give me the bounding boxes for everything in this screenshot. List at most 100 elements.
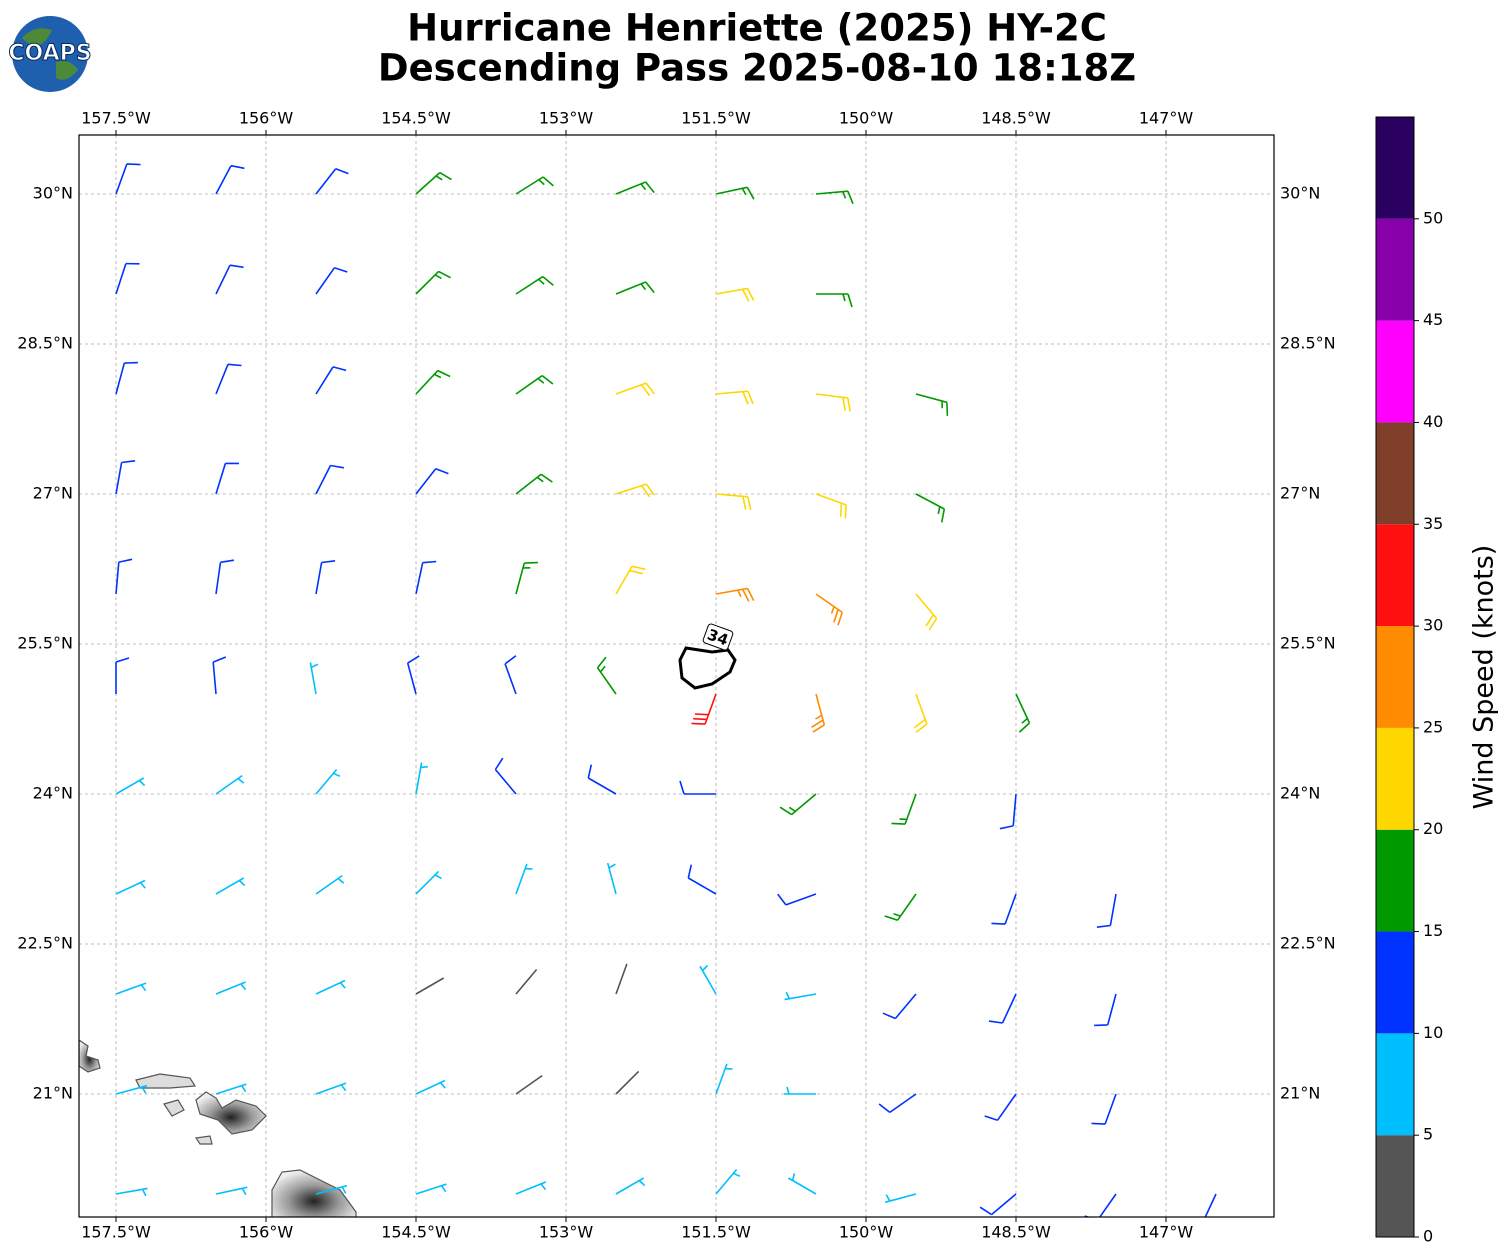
x-tick-label: 153°W <box>539 109 594 128</box>
x-tick-label: 150°W <box>839 109 894 128</box>
wind-barb <box>1204 1193 1217 1217</box>
islands <box>79 1039 357 1217</box>
wind-barb <box>913 693 928 733</box>
wind-barb <box>504 655 517 695</box>
wind-barb <box>215 1186 248 1196</box>
lanai <box>163 1099 185 1117</box>
wind-barb <box>784 1086 816 1095</box>
wind-barb <box>415 762 428 795</box>
colorbar-label: Wind Speed (knots) <box>1469 545 1500 810</box>
x-tick-label: 154.5°W <box>381 1223 451 1242</box>
wind-barb <box>779 793 817 816</box>
wind-barb <box>315 768 341 795</box>
x-tick-label: 157.5°W <box>81 1223 151 1242</box>
x-tick-label: 147°W <box>1139 1223 1194 1242</box>
wind-barb <box>215 559 235 595</box>
wind-barb <box>878 1093 917 1114</box>
colorbar-tick-label: 5 <box>1423 1125 1433 1144</box>
wind-barb <box>515 473 553 495</box>
wind-barb <box>215 877 246 895</box>
hawaii-island <box>271 1169 357 1217</box>
wind-barb <box>115 558 133 595</box>
wind-barb <box>882 993 917 1020</box>
y-tick-label: 25.5°N <box>1280 634 1336 653</box>
wind-barb <box>884 893 917 921</box>
colorbar-tick-label: 45 <box>1423 310 1443 329</box>
wind-barb <box>615 565 646 595</box>
wind-barb <box>1091 1093 1117 1125</box>
wind-barb <box>215 981 247 995</box>
contour-label: 34 <box>702 623 734 651</box>
wind-barb <box>715 287 755 302</box>
wind-barb <box>687 864 717 895</box>
wind-barb <box>415 870 442 895</box>
x-tick-label: 148.5°W <box>981 1223 1051 1242</box>
wind-barb <box>811 693 826 733</box>
colorbar-band <box>1376 829 1414 932</box>
wind-barb <box>315 267 348 295</box>
colorbar-frame <box>1375 116 1415 1238</box>
wind-barb <box>615 181 655 195</box>
x-tick-label: 156°W <box>239 1223 294 1242</box>
wind-barb <box>315 1082 347 1095</box>
colorbar-band <box>1376 727 1414 830</box>
wind-barb <box>615 963 628 995</box>
wind-barb <box>784 991 817 1001</box>
wind-barb <box>309 662 319 695</box>
wind-barbs <box>115 163 1217 1217</box>
wind-barb <box>115 262 140 295</box>
y-tick-label: 24°N <box>1280 784 1320 803</box>
wind-barb <box>315 366 347 395</box>
wind-barb <box>777 893 817 906</box>
y-tick-label: 27°N <box>1280 484 1320 503</box>
wind-barb <box>515 176 554 195</box>
wind-barb <box>415 171 452 195</box>
wind-barb <box>515 1181 547 1195</box>
wind-barb <box>915 593 938 631</box>
wind-barb <box>215 164 245 195</box>
wind-barb <box>1084 1193 1117 1217</box>
wind-barb <box>415 468 449 495</box>
wind-barb <box>1096 893 1117 928</box>
wind-barb <box>115 163 141 195</box>
y-tick-label: 22.5°N <box>17 934 73 953</box>
wind-barb <box>979 1193 1017 1216</box>
colorbar-band <box>1376 626 1414 728</box>
wind-barb <box>415 977 445 995</box>
wind-barb <box>915 393 949 416</box>
x-tick-label: 150°W <box>839 1223 894 1242</box>
oahu <box>79 1039 101 1073</box>
x-tick-label: 154.5°W <box>381 109 451 128</box>
wind-barb <box>884 1193 917 1204</box>
y-tick-label: 24°N <box>33 784 73 803</box>
y-tick-label: 28.5°N <box>17 334 73 353</box>
wind-barb <box>999 793 1017 830</box>
wind-barb <box>679 780 716 795</box>
wind-barb <box>988 993 1017 1024</box>
wind-barb <box>215 774 245 795</box>
wind-barb <box>515 1074 543 1095</box>
wind-barb <box>315 979 346 995</box>
wind-barb <box>115 1187 148 1197</box>
wind-barb <box>815 493 847 519</box>
wind-barb <box>715 587 755 602</box>
wind-barb <box>315 874 345 895</box>
wind-barb <box>715 1063 733 1095</box>
x-tick-label: 148.5°W <box>981 109 1051 128</box>
wind-barb <box>515 968 538 995</box>
x-tick-label: 151.5°W <box>681 1223 751 1242</box>
x-tick-label: 156°W <box>239 109 294 128</box>
colorbar-band <box>1376 524 1414 627</box>
wind-barb <box>815 393 851 412</box>
wind-barb <box>315 1184 348 1195</box>
wind-barb <box>615 1177 646 1195</box>
wind-barb <box>787 1173 817 1195</box>
wind-barb <box>606 862 617 895</box>
wind-barb <box>615 281 655 295</box>
colorbar-band <box>1376 117 1414 219</box>
wind-barb <box>515 561 538 595</box>
wind-barb <box>915 493 946 523</box>
wind-barb <box>991 893 1017 925</box>
wind-barb <box>596 656 617 695</box>
